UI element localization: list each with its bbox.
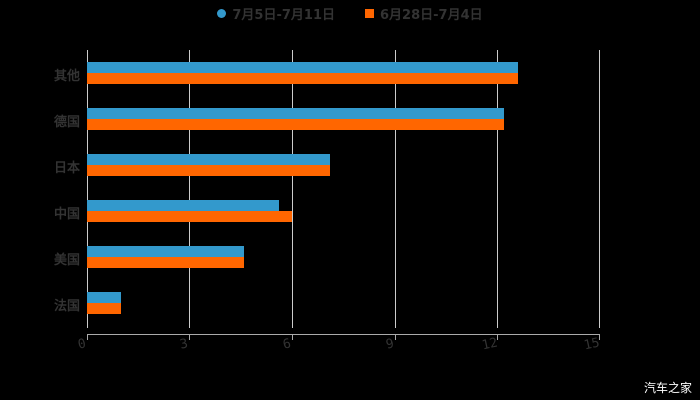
bar[interactable] xyxy=(87,292,122,303)
bar[interactable] xyxy=(87,62,518,73)
x-tick-label: 12 xyxy=(480,335,500,354)
bar[interactable] xyxy=(87,257,245,268)
gridline xyxy=(189,50,190,328)
gridline xyxy=(395,50,396,328)
x-tick xyxy=(189,334,190,340)
bar[interactable] xyxy=(87,73,518,84)
bar[interactable] xyxy=(87,303,122,314)
category-label: 美国 xyxy=(53,253,80,268)
x-tick-label: 3 xyxy=(178,336,190,353)
bar[interactable] xyxy=(87,108,505,119)
x-tick-label: 15 xyxy=(582,335,602,354)
category-label: 法国 xyxy=(53,299,80,314)
x-tick-label: 0 xyxy=(76,336,88,353)
legend-label: 7月5日-7月11日 xyxy=(232,8,335,23)
bar[interactable] xyxy=(87,154,330,165)
x-tick-label: 6 xyxy=(281,336,293,353)
gridline xyxy=(599,50,600,328)
category-label: 日本 xyxy=(53,161,80,176)
bar[interactable] xyxy=(87,211,293,222)
watermark: 汽车之家 xyxy=(643,381,692,395)
bar[interactable] xyxy=(87,246,245,257)
bar[interactable] xyxy=(87,165,330,176)
circle-marker-icon xyxy=(217,9,227,18)
x-tick xyxy=(87,334,88,340)
gridline xyxy=(497,50,498,328)
bar[interactable] xyxy=(87,200,279,211)
x-tick xyxy=(599,334,600,340)
plot-area xyxy=(87,50,600,328)
category-label: 中国 xyxy=(53,207,80,222)
legend-label: 6月28日-7月4日 xyxy=(380,8,483,23)
square-marker-icon xyxy=(365,9,374,18)
bar[interactable] xyxy=(87,119,505,130)
chart-legend: 7月5日-7月11日 6月28日-7月4日 xyxy=(0,4,700,23)
x-tick-label: 9 xyxy=(384,336,396,353)
legend-item-series-1[interactable]: 7月5日-7月11日 xyxy=(217,4,335,23)
category-label: 德国 xyxy=(53,115,80,130)
legend-item-series-2[interactable]: 6月28日-7月4日 xyxy=(365,4,483,23)
gridline xyxy=(87,50,88,328)
category-label: 其他 xyxy=(53,69,80,84)
x-tick xyxy=(497,334,498,340)
x-tick xyxy=(395,334,396,340)
x-axis xyxy=(87,334,600,335)
gridline xyxy=(292,50,293,328)
x-tick xyxy=(292,334,293,340)
